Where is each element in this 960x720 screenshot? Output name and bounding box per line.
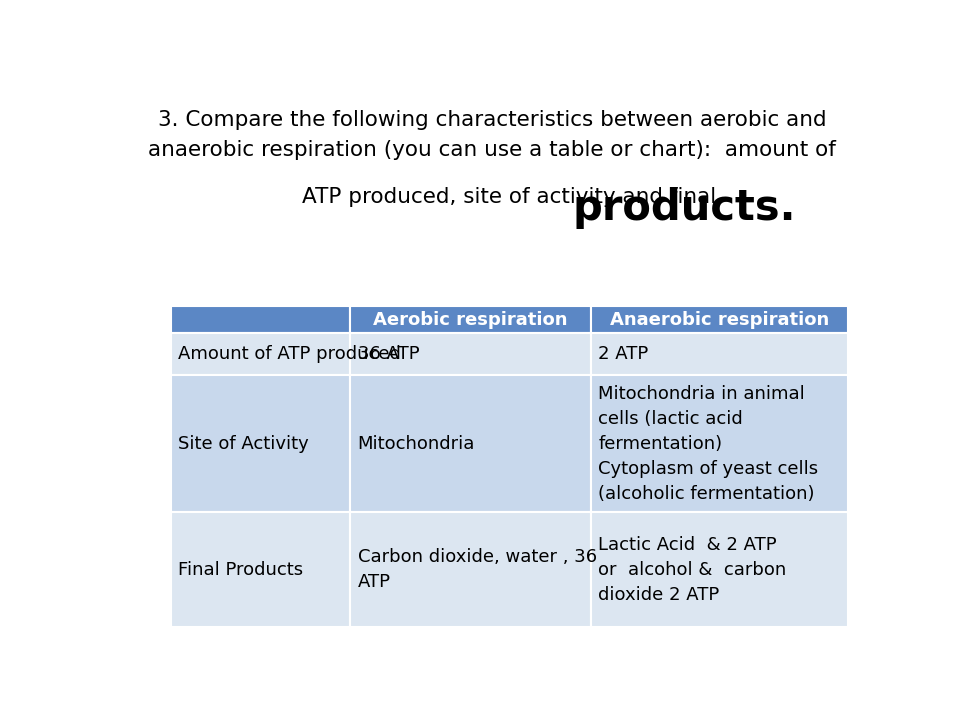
Bar [171,375,350,512]
Text: anaerobic respiration (you can use a table or chart):  amount of: anaerobic respiration (you can use a tab… [148,140,836,160]
Bar [590,375,849,512]
Text: Final Products: Final Products [178,561,303,579]
Text: Lactic Acid  & 2 ATP
or  alcohol &  carbon
dioxide 2 ATP: Lactic Acid & 2 ATP or alcohol & carbon … [598,536,786,603]
Text: Anaerobic respiration: Anaerobic respiration [610,310,829,328]
Bar [590,333,849,375]
Bar [171,512,350,627]
Text: ATP produced, site of activity and final: ATP produced, site of activity and final [301,186,723,207]
Text: Amount of ATP produced: Amount of ATP produced [178,345,401,363]
Bar [171,306,350,333]
Text: Carbon dioxide, water , 36
ATP: Carbon dioxide, water , 36 ATP [358,548,597,591]
Bar [350,512,590,627]
Bar [590,512,849,627]
Text: 36 ATP: 36 ATP [358,345,420,363]
Text: Mitochondria in animal
cells (lactic acid
fermentation)
Cytoplasm of yeast cells: Mitochondria in animal cells (lactic aci… [598,384,818,503]
Bar [350,375,590,512]
Bar [350,333,590,375]
Text: Aerobic respiration: Aerobic respiration [373,310,567,328]
Text: products.: products. [572,186,796,229]
Bar [350,306,590,333]
Text: Mitochondria: Mitochondria [358,435,475,453]
Text: Site of Activity: Site of Activity [178,435,309,453]
Text: 2 ATP: 2 ATP [598,345,649,363]
Bar [171,333,350,375]
Bar [590,306,849,333]
Text: 3. Compare the following characteristics between aerobic and: 3. Compare the following characteristics… [157,109,827,130]
